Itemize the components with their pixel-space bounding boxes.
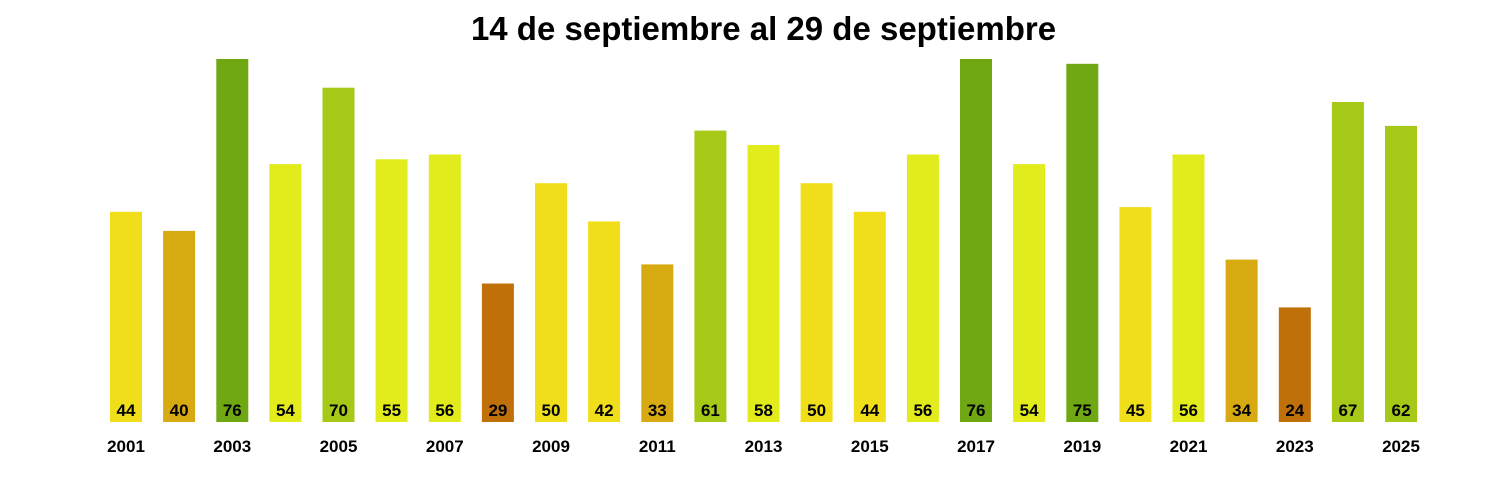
bar-2003 — [216, 59, 249, 422]
bar-2008 — [481, 283, 514, 422]
bar-2020 — [1119, 207, 1152, 422]
bar-2007 — [428, 154, 461, 422]
bar-2017 — [960, 59, 992, 422]
value-label-2018: 54 — [1020, 401, 1039, 420]
value-label-2014: 50 — [807, 401, 826, 420]
bar-2010 — [588, 221, 621, 422]
bar-2016 — [906, 154, 939, 422]
value-label-2010: 42 — [595, 401, 614, 420]
bar-2004 — [269, 164, 302, 422]
x-tick-2003: 2003 — [213, 437, 251, 456]
value-label-2020: 45 — [1126, 401, 1145, 420]
x-tick-2005: 2005 — [320, 437, 358, 456]
value-label-2004: 54 — [276, 401, 295, 420]
value-label-2003: 76 — [223, 401, 242, 420]
bar-2006 — [375, 159, 408, 423]
value-label-2006: 55 — [382, 401, 401, 420]
x-tick-2015: 2015 — [851, 437, 889, 456]
x-tick-2001: 2001 — [107, 437, 145, 456]
bar-2011 — [641, 264, 674, 422]
bar-2021 — [1172, 154, 1205, 422]
x-axis-ticks: 2001 2003 2005 2007 2009 2011 2013 2015 2017 2019… — [107, 437, 1420, 456]
x-tick-2023: 2023 — [1276, 437, 1314, 456]
bar-2002 — [163, 230, 196, 422]
value-label-2017: 76 — [967, 401, 986, 420]
bar-2024 — [1331, 102, 1364, 422]
x-tick-2009: 2009 — [532, 437, 570, 456]
x-tick-2021: 2021 — [1170, 437, 1208, 456]
chart-title: 14 de septiembre al 29 de septiembre — [470, 10, 1057, 47]
bar-2005 — [322, 87, 355, 422]
bar-2019 — [1066, 63, 1099, 423]
value-label-2012: 61 — [701, 401, 720, 420]
x-tick-2025: 2025 — [1382, 437, 1420, 456]
bar-2023 — [1278, 307, 1311, 422]
value-labels-group: 44 40 76 54 70 55 56 29 50 42 33 61 58 50 44 56 76 54 75 45… — [117, 401, 1411, 420]
value-label-2024: 67 — [1338, 401, 1357, 420]
value-label-2025: 62 — [1392, 401, 1411, 420]
bar-2009 — [535, 183, 567, 422]
value-label-2022: 34 — [1232, 401, 1251, 420]
value-label-2015: 44 — [860, 401, 879, 420]
value-label-2002: 40 — [170, 401, 189, 420]
value-label-2019: 75 — [1073, 401, 1092, 420]
value-label-2021: 56 — [1179, 401, 1198, 420]
x-tick-2007: 2007 — [426, 437, 464, 456]
x-tick-2017: 2017 — [957, 437, 995, 456]
value-label-2001: 44 — [117, 401, 136, 420]
value-label-2016: 56 — [913, 401, 932, 420]
x-tick-2011: 2011 — [639, 437, 676, 456]
bar-2014 — [800, 183, 833, 422]
value-label-2008: 29 — [488, 401, 507, 420]
bar-2022 — [1225, 259, 1258, 422]
bar-2025 — [1385, 125, 1417, 423]
value-label-2011: 33 — [648, 401, 667, 420]
x-tick-2013: 2013 — [745, 437, 783, 456]
value-label-2009: 50 — [542, 401, 561, 420]
bar-2018 — [1013, 164, 1046, 422]
bar-2001 — [110, 211, 142, 422]
value-label-2005: 70 — [329, 401, 348, 420]
bar-2015 — [853, 211, 886, 422]
value-label-2013: 58 — [754, 401, 773, 420]
bar-2013 — [747, 145, 780, 422]
bar-2012 — [694, 130, 727, 422]
value-label-2007: 56 — [435, 401, 454, 420]
bars-group — [110, 59, 1417, 423]
x-tick-2019: 2019 — [1063, 437, 1101, 456]
value-label-2023: 24 — [1285, 401, 1304, 420]
